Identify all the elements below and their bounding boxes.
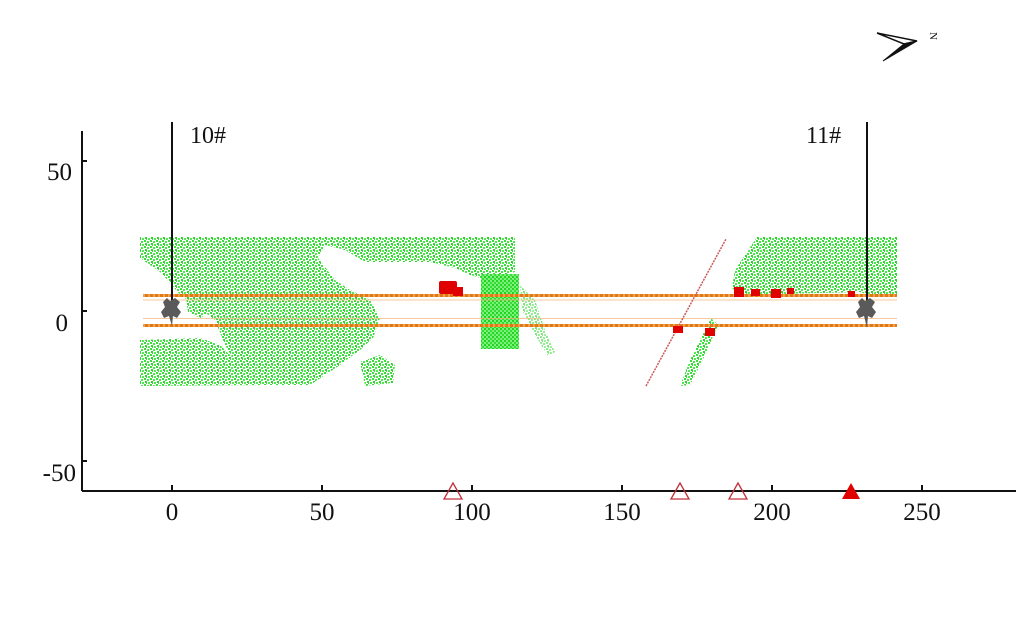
red-block: [439, 281, 457, 294]
x-tick-label: 50: [310, 499, 335, 526]
x-tick-label: 200: [753, 499, 791, 526]
pier-11: 11#: [806, 122, 876, 328]
vegetation-right-field: [732, 237, 897, 296]
pier-10-icon: [161, 298, 181, 326]
vegetation-small-patch: [360, 355, 395, 386]
x-tick-label: 150: [603, 499, 641, 526]
road-line-lower-thin: [143, 318, 897, 319]
vegetation-left-lower: [140, 338, 265, 386]
triangle-markers: [442, 481, 860, 500]
road-lines: [143, 294, 897, 327]
hollow-triangle-marker: [442, 481, 464, 500]
road-line-lower: [143, 324, 897, 327]
filled-triangle-marker: [842, 483, 860, 499]
red-block: [705, 328, 715, 336]
north-arrow: N: [876, 32, 939, 62]
pier-10: 10#: [161, 122, 226, 326]
road-line-upper-thin: [143, 299, 897, 301]
y-tick-label: -50: [43, 460, 76, 487]
red-block: [848, 291, 855, 297]
pier-11-label: 11#: [806, 123, 841, 149]
diagonal-line: [645, 238, 727, 387]
red-block: [771, 289, 781, 298]
red-block: [734, 287, 744, 297]
road-line-upper: [143, 294, 897, 297]
y-tick-label: 0: [56, 310, 69, 337]
north-arrow-icon-shade: [882, 40, 918, 62]
north-label: N: [927, 32, 939, 40]
pier-10-label: 10#: [190, 123, 226, 149]
x-tick-label: 0: [166, 499, 179, 526]
red-block: [787, 288, 794, 294]
vegetation-layer: [140, 237, 897, 386]
pier-11-icon: [856, 298, 876, 328]
vegetation-left-upper: [140, 237, 515, 385]
y-tick-label: 50: [47, 159, 72, 186]
red-block: [673, 326, 683, 333]
hollow-triangle-marker: [669, 481, 691, 500]
red-blocks: [439, 281, 855, 336]
red-block: [751, 289, 760, 296]
x-tick-label: 100: [453, 499, 491, 526]
x-tick-label: 250: [903, 499, 941, 526]
vegetation-scatter: [520, 285, 555, 356]
hollow-triangle-marker: [727, 481, 749, 500]
y-axis: 50 0 -50: [43, 131, 87, 491]
red-block: [453, 287, 463, 296]
x-axis: 0 50 100 150 200 250: [82, 485, 1016, 526]
vegetation-central-block: [481, 274, 519, 349]
